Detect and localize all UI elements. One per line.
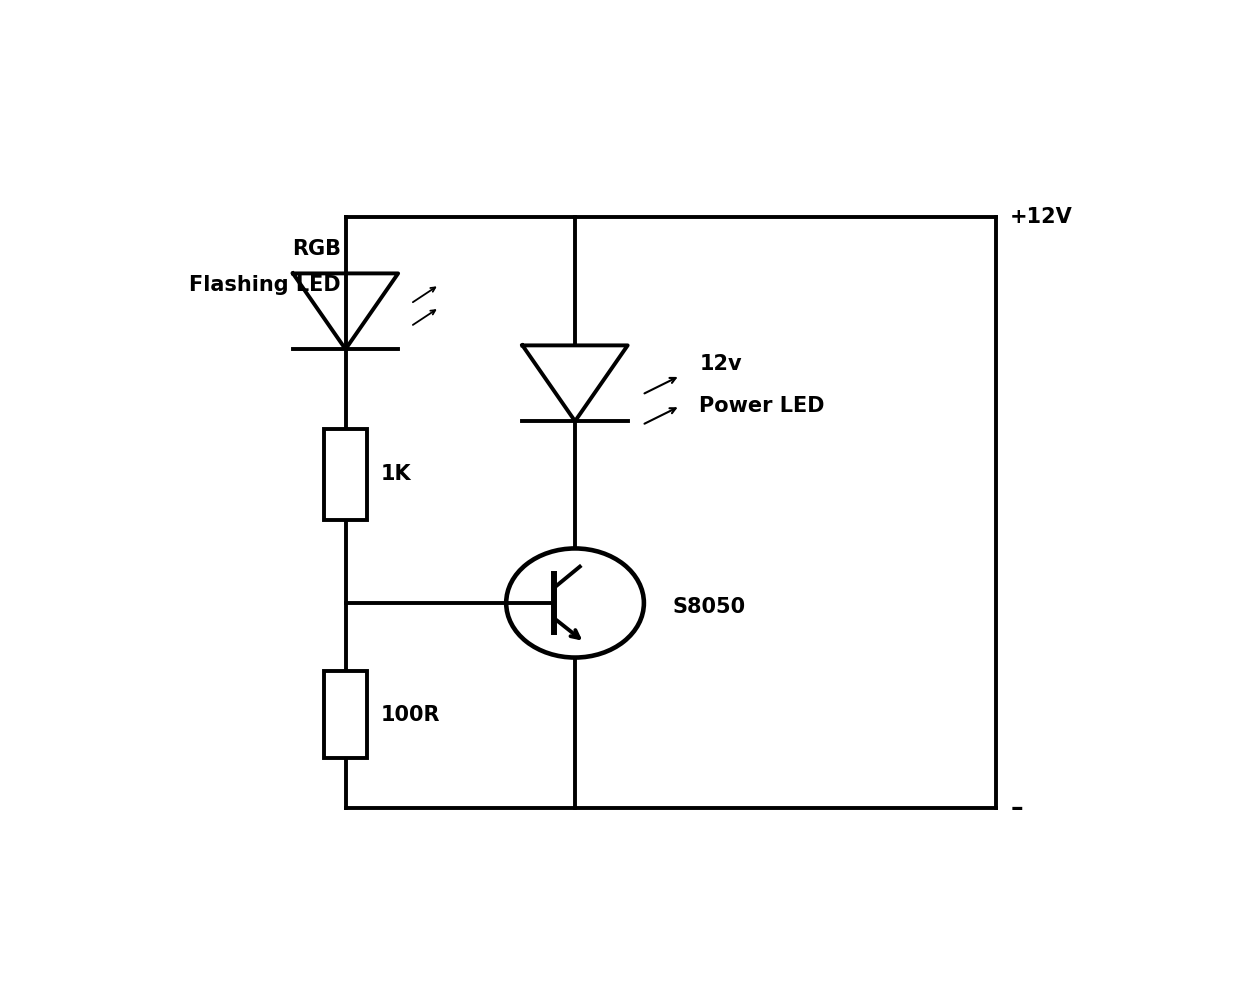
Text: Power LED: Power LED [700, 396, 824, 416]
Text: Flashing LED: Flashing LED [189, 275, 341, 295]
Text: 100R: 100R [381, 705, 441, 725]
Text: 12v: 12v [700, 354, 742, 374]
Text: RGB: RGB [291, 239, 341, 259]
Text: 1K: 1K [381, 464, 411, 484]
Text: +12V: +12V [1011, 207, 1072, 226]
Text: –: – [1011, 796, 1023, 820]
Bar [325, 671, 366, 759]
Text: S8050: S8050 [673, 596, 745, 617]
Bar [325, 429, 366, 520]
